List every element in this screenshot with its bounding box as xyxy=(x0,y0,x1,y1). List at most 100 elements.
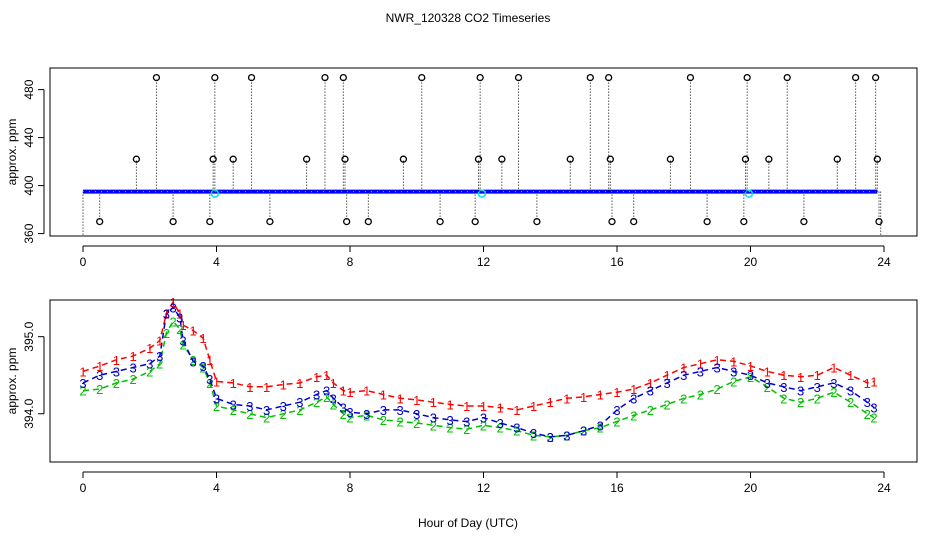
spike-low-point xyxy=(608,217,616,226)
series-1-point: 1 xyxy=(663,368,670,383)
series-3-point: 3 xyxy=(764,376,771,391)
y-tick-label: 480 xyxy=(22,79,36,99)
series-2-point: 2 xyxy=(189,353,196,368)
series-1-point: 1 xyxy=(697,357,704,372)
spike-low-point xyxy=(266,217,274,226)
spike-high-point xyxy=(566,155,574,163)
series-2-point: 2 xyxy=(630,408,637,423)
x-tick-label: 12 xyxy=(477,481,491,495)
spike-low-point xyxy=(364,217,373,226)
series-1-point: 1 xyxy=(330,376,337,391)
series-2-point: 2 xyxy=(340,407,347,422)
series-3-point: 3 xyxy=(396,403,403,418)
series-2-point: 2 xyxy=(480,418,487,433)
series-3-point: 3 xyxy=(497,416,504,431)
series-2-point: 2 xyxy=(513,424,520,439)
spike-low-point xyxy=(875,217,883,226)
spike-low-point xyxy=(206,217,214,226)
series-3-point: 3 xyxy=(663,376,670,391)
series-2-point: 2 xyxy=(647,403,654,418)
series-3-point: 3 xyxy=(463,415,470,430)
series-3-point: 3 xyxy=(730,364,737,379)
spike-high-point xyxy=(833,155,841,163)
series-2-point: 2 xyxy=(870,411,877,426)
series-2-point: 2 xyxy=(780,391,787,406)
series-1-point: 1 xyxy=(156,334,163,349)
series-2-point: 2 xyxy=(864,407,871,422)
series-3-point: 3 xyxy=(340,401,347,416)
spike-low-point xyxy=(96,217,104,226)
spike-high-point xyxy=(211,73,219,82)
spike-low-point xyxy=(630,217,638,226)
series-1-point: 1 xyxy=(323,368,330,383)
series-3-point: 3 xyxy=(797,384,804,399)
series-2-point: 2 xyxy=(830,385,837,400)
series-2-point: 2 xyxy=(176,322,183,337)
series-3-point: 3 xyxy=(330,391,337,406)
spike-high-point xyxy=(418,73,426,82)
series-3-point: 3 xyxy=(747,368,754,383)
x-tick-label: 16 xyxy=(610,255,624,269)
series-3-point: 3 xyxy=(206,372,213,387)
series-1-point: 1 xyxy=(129,349,136,364)
spike-high-point xyxy=(686,73,695,82)
spike-high-point xyxy=(605,73,613,82)
spike-low-point xyxy=(343,217,351,226)
series-3-point: 3 xyxy=(513,421,520,436)
series-2-point: 2 xyxy=(206,376,213,391)
series-1-point: 1 xyxy=(146,341,153,356)
series-1-point: 1 xyxy=(530,399,537,414)
x-tick-label: 24 xyxy=(877,255,891,269)
series-3-point: 3 xyxy=(613,403,620,418)
top-panel: 0 4 8 12 16 20 24 360 400 440 480 approx. ppm xyxy=(5,67,918,269)
series-1-point: 1 xyxy=(296,376,303,391)
series-3-point: 3 xyxy=(530,426,537,441)
series-2-point: 2 xyxy=(847,395,854,410)
spike-low-point xyxy=(436,217,444,226)
series-2-point: 2 xyxy=(163,326,170,341)
series-3-point: 3 xyxy=(296,395,303,410)
series-3-point: 3 xyxy=(830,376,837,391)
series-2-point: 2 xyxy=(697,388,704,403)
series-3-point: 3 xyxy=(363,407,370,422)
series-2-point: 2 xyxy=(680,391,687,406)
series-1-point: 1 xyxy=(413,393,420,408)
series-2-point: 2 xyxy=(463,422,470,437)
series-3-point: 3 xyxy=(780,380,787,395)
series-3-point: 3 xyxy=(380,403,387,418)
spike-high-point xyxy=(229,155,237,163)
series-2-point: 2 xyxy=(296,403,303,418)
series-1-point: 1 xyxy=(630,382,637,397)
series-1-point: 1 xyxy=(230,376,237,391)
series-1-point: 1 xyxy=(179,318,186,333)
series-3-point: 3 xyxy=(169,300,176,315)
spike-high-point xyxy=(474,155,483,163)
series-2-point: 2 xyxy=(580,424,587,439)
series-1-point: 1 xyxy=(847,368,854,383)
spike-high-point xyxy=(321,73,329,82)
series-1-point: 1 xyxy=(563,391,570,406)
series-1-point: 1 xyxy=(113,353,120,368)
series-3-point: 3 xyxy=(563,428,570,443)
series-3-point: 3 xyxy=(213,391,220,406)
y-tick-label: 394.0 xyxy=(22,398,36,428)
spike-high-point xyxy=(498,155,506,163)
series-3-point: 3 xyxy=(280,399,287,414)
baseline-marker xyxy=(477,189,487,198)
spike-low-point xyxy=(169,217,177,226)
spike-low-point xyxy=(740,217,748,226)
series-1-point: 1 xyxy=(730,354,737,369)
series-3-point: 3 xyxy=(246,399,253,414)
series-1-point: 1 xyxy=(830,361,837,376)
series-1-point: 1 xyxy=(580,390,587,405)
y-tick-label: 440 xyxy=(22,127,36,147)
spike-high-point xyxy=(514,73,523,82)
spike-high-point xyxy=(741,155,750,163)
x-tick-label: 20 xyxy=(744,481,758,495)
bottom-ylabel: approx. ppm xyxy=(5,348,19,415)
spike-high-point xyxy=(132,155,141,163)
spike-low-point xyxy=(703,217,711,226)
series-1-point: 1 xyxy=(263,380,270,395)
x-tick-label: 24 xyxy=(877,481,891,495)
